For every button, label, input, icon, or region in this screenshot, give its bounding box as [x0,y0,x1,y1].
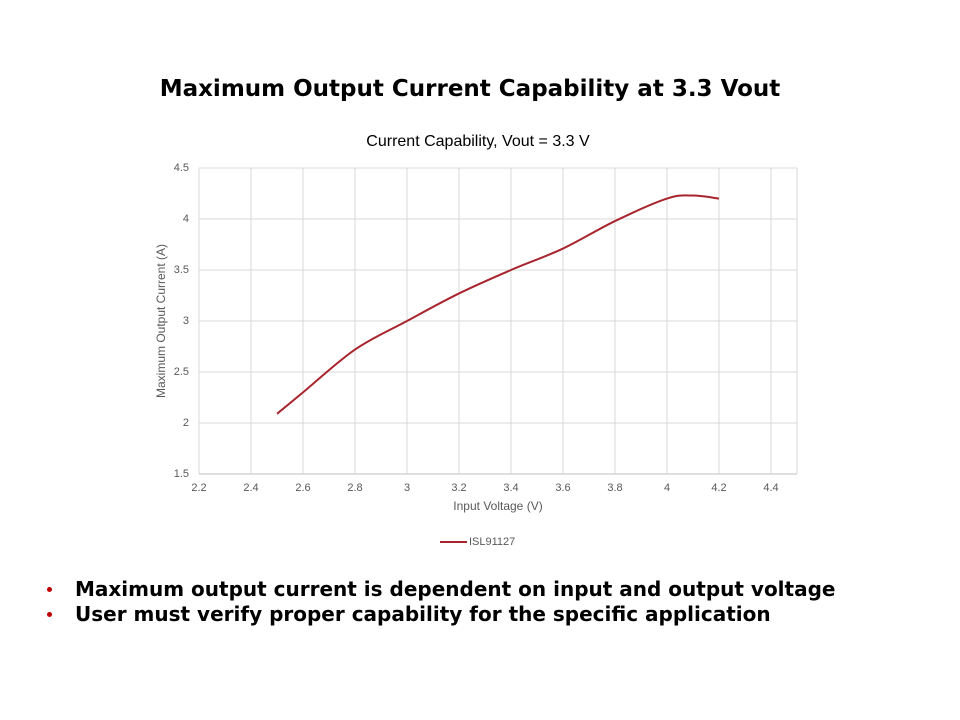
y-tick-label: 3 [183,315,189,327]
x-tick-label: 3 [404,482,410,494]
x-tick-label: 2.4 [243,482,258,494]
bullet: User must verify proper capability for t… [47,603,865,625]
chart-title: Current Capability, Vout = 3.3 V [366,133,590,150]
y-tick-label: 3.5 [174,264,189,276]
x-tick-label: 2.8 [347,482,362,494]
x-tick-label: 3.8 [607,482,622,494]
y-tick-label: 1.5 [174,468,189,480]
y-tick-label: 2 [183,417,189,429]
x-tick-label: 2.2 [191,482,206,494]
data-line [276,194,720,415]
y-tick-label: 4 [183,213,189,225]
x-tick-label: 3.4 [503,482,518,494]
x-tick-label: 3.6 [555,482,570,494]
y-tick-label: 2.5 [174,366,189,378]
x-tick-label: 4 [664,482,670,494]
x-tick-label: 4.4 [763,482,778,494]
bullet-list: Maximum output current is dependent on i… [44,578,865,628]
x-tick-label: 4.2 [711,482,726,494]
x-tick-label: 2.6 [295,482,310,494]
x-tick-label: 3.2 [451,482,466,494]
y-tick-label: 4.5 [174,162,189,174]
x-axis-label: Input Voltage (V) [453,499,542,513]
chart: Current Capability, Vout = 3.3 V 1.5 2 2.5 3… [154,133,798,548]
bullet: Maximum output current is dependent on i… [47,578,865,600]
slide-title: Maximum Output Current Capability at 3.3… [159,76,781,102]
legend-label: ISL91127 [469,536,515,548]
y-axis-label: Maximum Output Current (A) [154,244,168,398]
